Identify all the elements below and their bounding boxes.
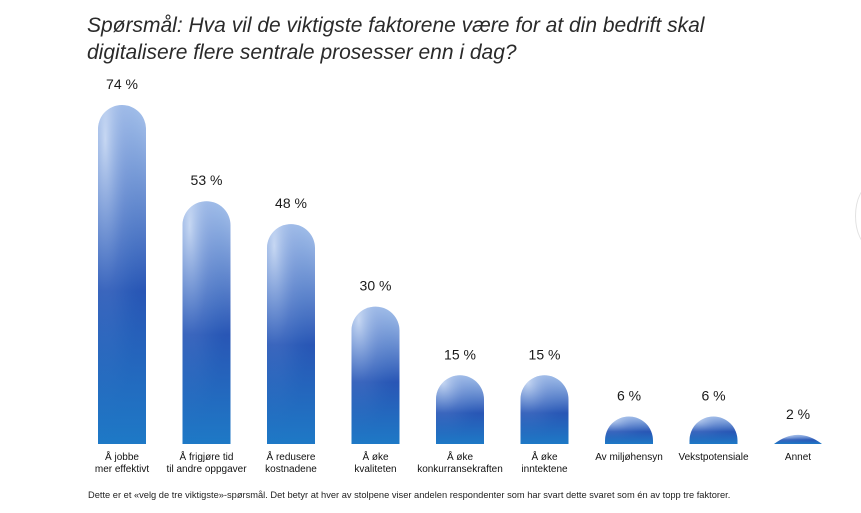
bar-highlight-7 <box>689 416 738 444</box>
category-label-0-line-0: Å jobbe <box>105 450 139 463</box>
bar-highlight-3 <box>351 306 400 444</box>
category-label-1-line-1: til andre oppgaver <box>166 464 247 475</box>
category-label-8-line-0: Annet <box>785 452 811 463</box>
value-label-4: 15 % <box>444 346 476 362</box>
category-label-5-line-0: Å øke <box>531 450 558 463</box>
value-label-1: 53 % <box>191 172 223 188</box>
category-label-4-line-1: konkurransekraften <box>417 464 503 475</box>
category-label-3-line-0: Å øke <box>362 450 389 463</box>
bar-highlight-6 <box>605 416 653 444</box>
category-label-1-line-0: Å frigjøre tid <box>180 450 234 463</box>
bar-highlight-4 <box>436 375 484 444</box>
value-label-5: 15 % <box>529 346 561 362</box>
value-label-7: 6 % <box>701 388 725 404</box>
bar-highlight-0 <box>98 105 146 444</box>
value-label-6: 6 % <box>617 388 641 404</box>
category-label-7-line-0: Vekstpotensiale <box>678 452 748 463</box>
footnote: Dette er et «velg de tre viktigste»-spør… <box>88 490 731 500</box>
value-label-0: 74 % <box>106 76 138 92</box>
category-label-5-line-1: inntektene <box>521 464 568 475</box>
category-label-0-line-1: mer effektivt <box>95 464 149 475</box>
chart-title: Spørsmål: Hva vil de viktigste faktorene… <box>87 14 705 64</box>
bar-highlight-1 <box>182 201 231 444</box>
category-label-2-line-0: Å redusere <box>267 450 316 463</box>
category-label-2-line-1: kostnadene <box>265 464 317 475</box>
value-label-8: 2 % <box>786 406 810 422</box>
category-label-4-line-0: Å øke <box>447 450 474 463</box>
bar-highlight-2 <box>267 224 315 444</box>
category-label-3-line-1: kvaliteten <box>354 464 396 475</box>
category-label-6-line-0: Av miljøhensyn <box>595 452 663 463</box>
value-label-3: 30 % <box>360 278 392 294</box>
bar-highlight-8 <box>774 434 822 444</box>
bar-highlight-5 <box>520 375 569 444</box>
value-label-2: 48 % <box>275 195 307 211</box>
